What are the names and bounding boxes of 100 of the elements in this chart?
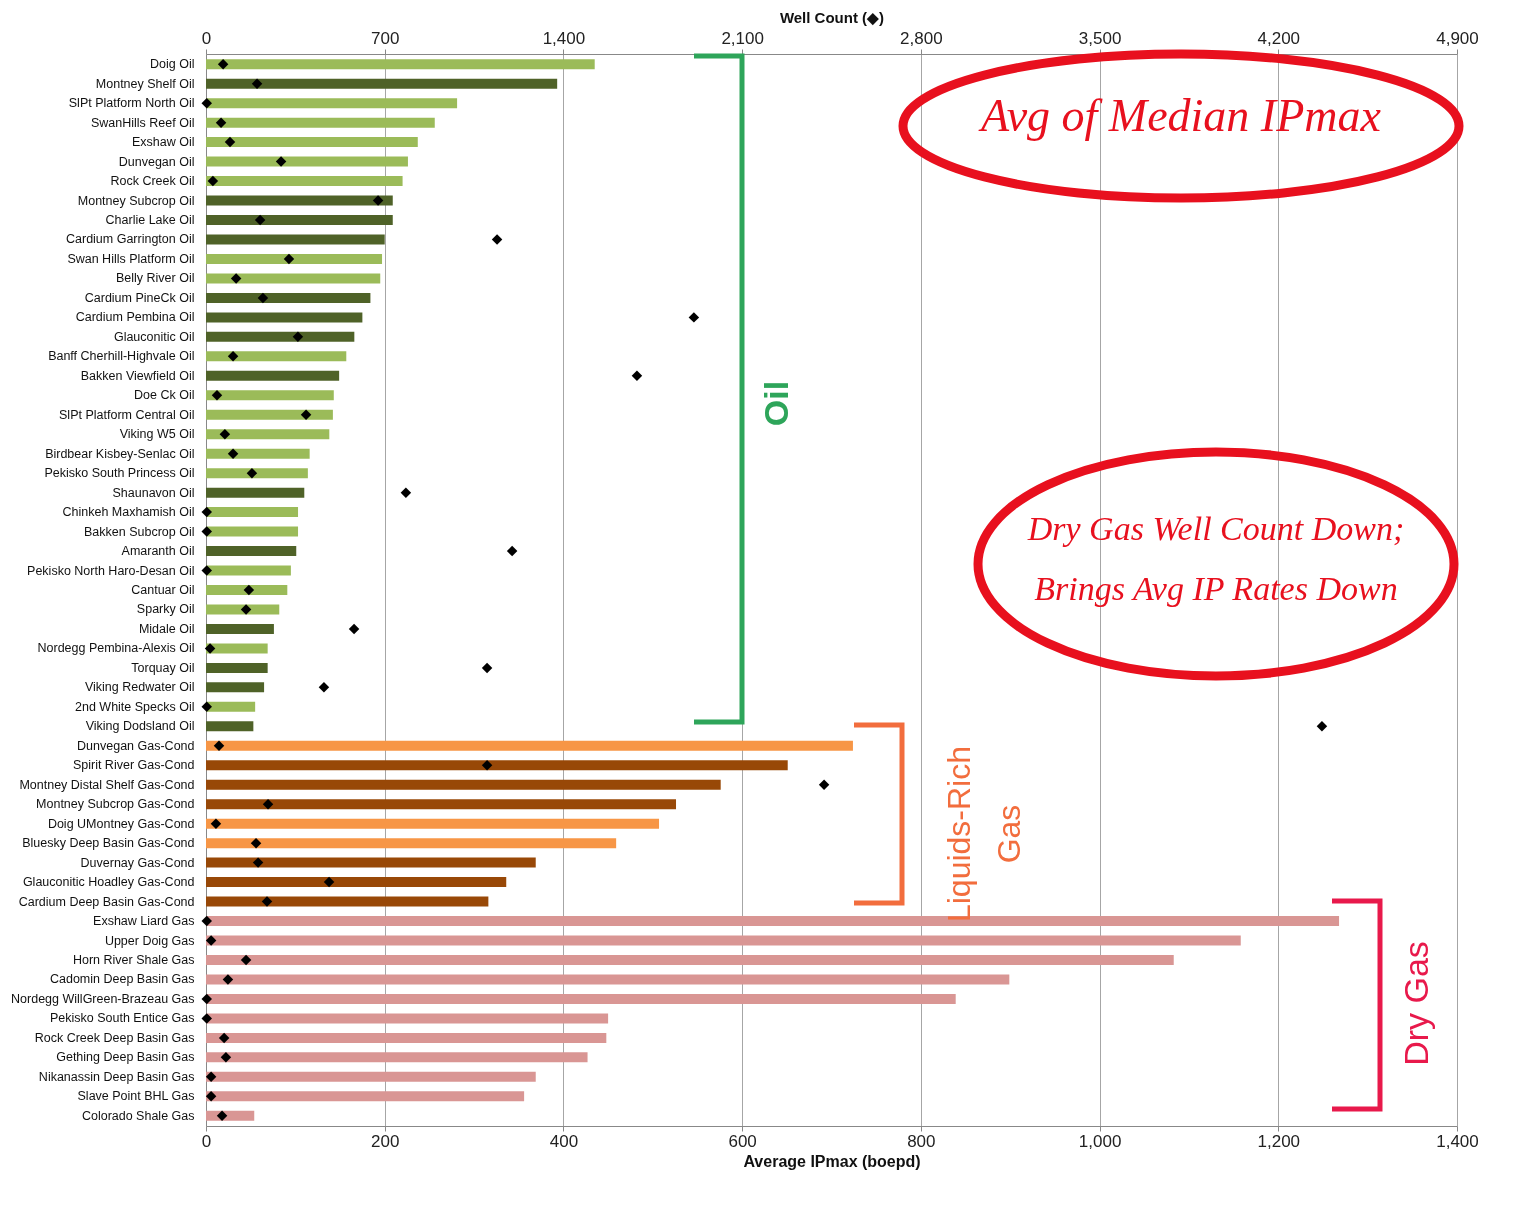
- bar: [206, 1032, 607, 1043]
- bar: [206, 429, 330, 440]
- bar: [206, 390, 334, 401]
- point: [246, 467, 258, 479]
- bar: [206, 137, 418, 148]
- y-tick-label: Bluesky Deep Basin Gas-Cond: [22, 836, 195, 851]
- x-tick-label: 0: [201, 1131, 212, 1151]
- point: [201, 526, 213, 537]
- bar: [206, 974, 1010, 985]
- y-tick-label: Charlie Lake Oil: [105, 213, 195, 228]
- bar: [206, 1091, 525, 1102]
- y-tick-label: Dunvegan Gas-Cond: [77, 738, 195, 753]
- annotation: Oil: [756, 379, 796, 429]
- bar: [206, 585, 288, 595]
- bar: [206, 273, 381, 284]
- bar: [206, 1052, 588, 1063]
- bar: [206, 526, 299, 537]
- bar: [206, 292, 371, 303]
- point: [1316, 721, 1328, 732]
- bar: [206, 59, 595, 70]
- point: [251, 78, 263, 89]
- y-tick-label: SlPt Platform North Oil: [68, 96, 195, 111]
- bar: [206, 838, 617, 849]
- bar: [206, 877, 507, 888]
- y-tick-label: Montney Shelf Oil: [95, 76, 195, 91]
- y-tick-label: Spirit River Gas-Cond: [72, 758, 195, 773]
- y-tick-label: Viking Redwater Oil: [84, 680, 195, 695]
- bar: [206, 98, 458, 109]
- y-tick-label: Doig UMontney Gas-Cond: [47, 816, 195, 831]
- y-tick-label: SwanHills Reef Oil: [90, 115, 195, 130]
- point: [215, 117, 227, 128]
- point: [224, 136, 236, 148]
- y-tick-label: Rock Creek Oil: [110, 174, 195, 189]
- y-tick-label: Banff Cherhill-Highvale Oil: [48, 349, 195, 364]
- y-tick-label: Cardium Deep Basin Gas-Cond: [18, 894, 195, 909]
- x2-tick-label: 2,100: [721, 28, 764, 48]
- y-tick-label: Exshaw Oil: [131, 135, 195, 150]
- point: [250, 837, 262, 849]
- bar: [206, 896, 489, 907]
- y-tick-label: Gething Deep Basin Gas: [56, 1050, 195, 1065]
- point: [201, 565, 213, 576]
- y-tick-label: Sparky Oil: [136, 602, 195, 617]
- bar: [206, 643, 268, 654]
- x2-tick-label: 2,800: [900, 28, 943, 48]
- point: [220, 1052, 232, 1063]
- point: [217, 58, 229, 70]
- point: [201, 506, 213, 518]
- y-tick-label: Chinkeh Maxhamish Oil: [62, 505, 195, 520]
- bar: [206, 760, 788, 771]
- bar: [206, 468, 308, 479]
- x-tick-label: 1,400: [1436, 1131, 1479, 1151]
- y-tick-label: Cardium PineCk Oil: [84, 290, 195, 305]
- x-tick-label: 600: [728, 1131, 757, 1151]
- x-tick-label: 400: [549, 1131, 579, 1151]
- bar: [206, 507, 299, 518]
- point: [205, 1071, 217, 1083]
- y-tick-label: Doig Oil: [150, 57, 195, 72]
- y-tick-label: Bakken Viewfield Oil: [80, 368, 195, 383]
- point: [257, 292, 269, 304]
- point: [283, 253, 295, 265]
- bar: [206, 78, 558, 89]
- x-tick-label: 1,000: [1078, 1131, 1122, 1151]
- x-tick-label: 800: [907, 1131, 936, 1151]
- annotation: Liquids-Rich Gas: [940, 744, 1028, 925]
- y-tick-label: Colorado Shale Gas: [81, 1108, 195, 1123]
- point: [240, 954, 252, 966]
- x2-tick-label: 700: [371, 28, 400, 48]
- point: [205, 935, 217, 946]
- point: [240, 604, 252, 615]
- annotation: Avg of Median IPmax: [977, 89, 1382, 142]
- point: [372, 195, 384, 206]
- bar: [206, 156, 408, 167]
- bar: [206, 565, 291, 576]
- point: [201, 1013, 213, 1024]
- y-tick-label: Pekisko South Entice Gas: [49, 1011, 195, 1026]
- point: [213, 740, 225, 752]
- y-tick-label: Cardium Garrington Oil: [65, 232, 195, 247]
- point: [323, 876, 335, 888]
- bar: [206, 721, 254, 732]
- y-tick-label: Pekisko South Princess Oil: [44, 466, 195, 481]
- point: [227, 448, 239, 459]
- x2-tick-label: 0: [201, 28, 212, 48]
- bar: [206, 993, 956, 1004]
- point: [481, 760, 493, 771]
- point: [261, 896, 273, 907]
- bar: [206, 409, 333, 420]
- point: [205, 1091, 217, 1102]
- point: [207, 175, 219, 187]
- point: [292, 331, 304, 343]
- y-tick-label: Horn River Shale Gas: [72, 952, 195, 967]
- y-tick-label: Montney Subcrop Gas-Cond: [36, 797, 195, 812]
- annotation: Dry Gas: [1396, 940, 1436, 1068]
- bar: [206, 117, 435, 128]
- bar: [206, 370, 340, 381]
- point: [252, 857, 264, 868]
- bar: [206, 195, 393, 206]
- point: [491, 234, 503, 245]
- point: [201, 701, 213, 713]
- y-tick-label: 2nd White Specks Oil: [75, 699, 195, 714]
- bar: [206, 546, 297, 557]
